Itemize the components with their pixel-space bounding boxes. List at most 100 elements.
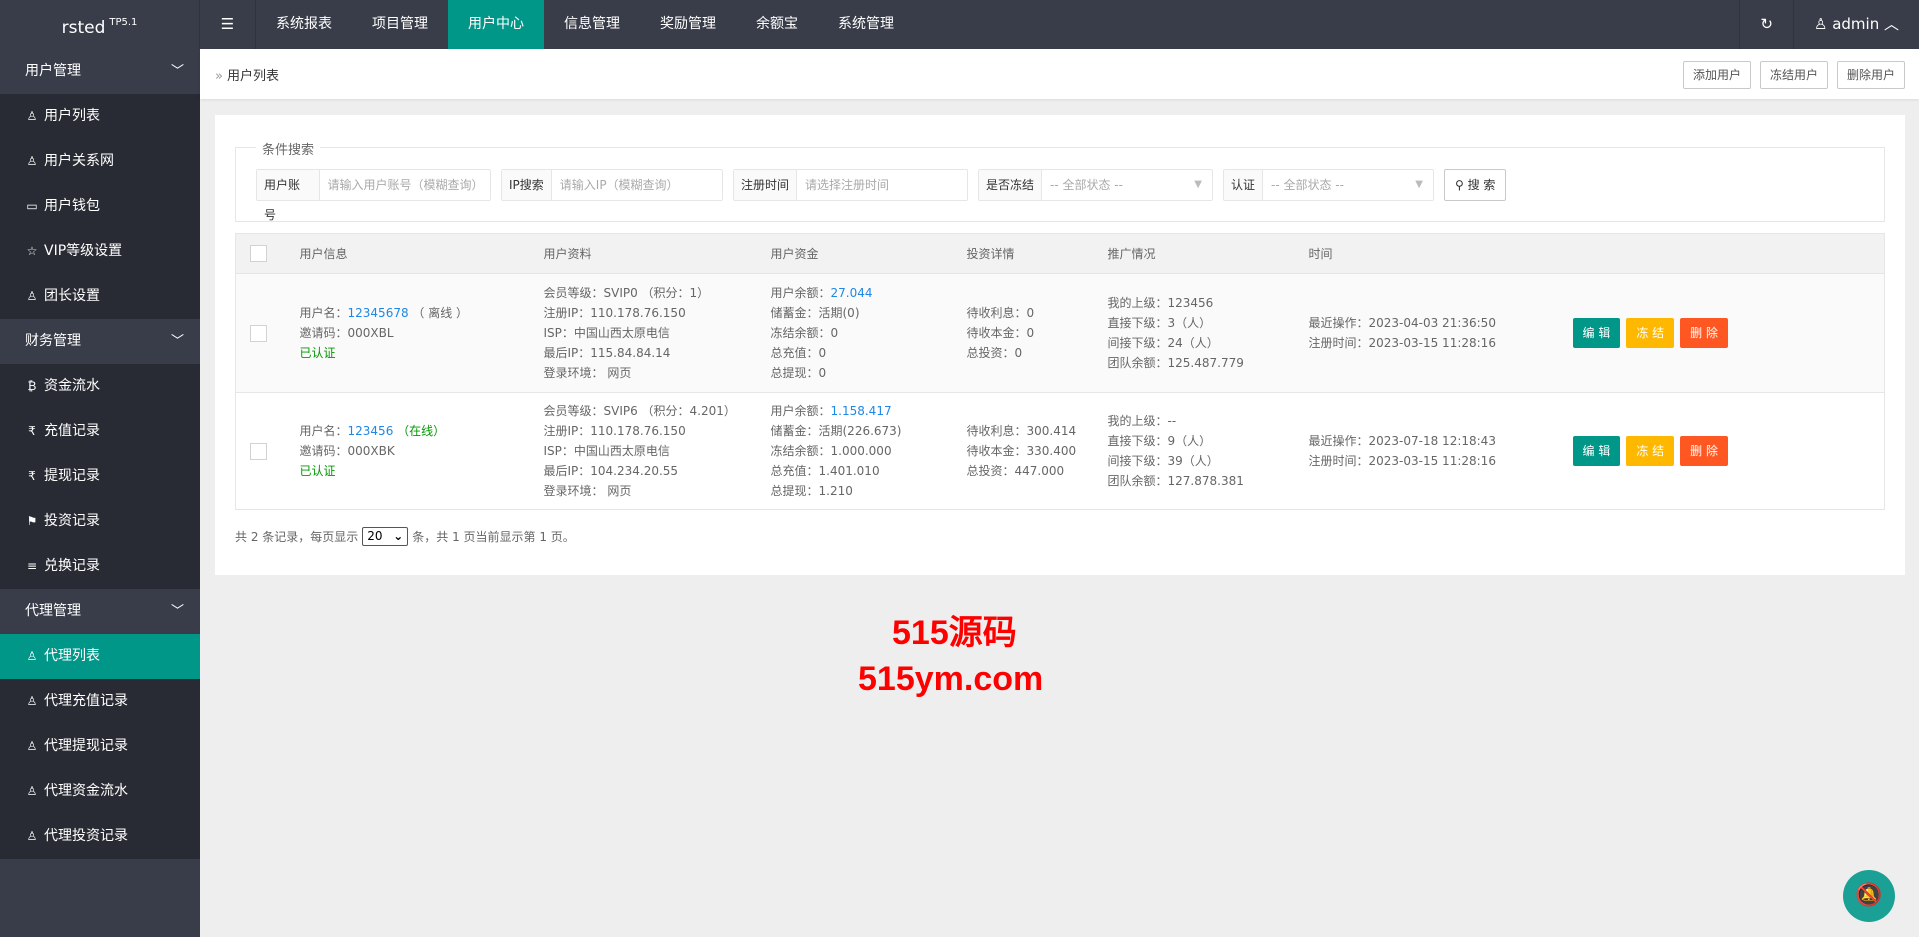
freeze-button[interactable]: 冻 结 bbox=[1626, 318, 1675, 348]
user-menu[interactable]: ♙ admin ︿ bbox=[1792, 0, 1919, 49]
balance-value[interactable]: 1.158.417 bbox=[830, 404, 892, 418]
cell-line: 注册IP：110.178.76.150 bbox=[543, 424, 686, 438]
cell-line: 我的上级：123456 bbox=[1107, 296, 1214, 310]
sidebar-item[interactable]: ♙ 代理提现记录 bbox=[0, 724, 200, 769]
edit-button[interactable]: 编 辑 bbox=[1572, 318, 1621, 348]
sidebar-item[interactable]: ₿ 资金流水 bbox=[0, 364, 200, 409]
username-link[interactable]: 12345678 bbox=[347, 306, 409, 320]
sidebar-item[interactable]: ⚑ 投资记录 bbox=[0, 499, 200, 544]
balance-label: 用户余额： bbox=[770, 286, 831, 300]
cell-line: 会员等级：SVIP0 （积分：1） bbox=[543, 286, 710, 300]
freeze-user-button[interactable]: 冻结用户 bbox=[1759, 61, 1828, 89]
column-header: 时间 bbox=[1308, 233, 1573, 274]
invite-code: 邀请码：000XBL bbox=[299, 326, 394, 340]
delete-button[interactable]: 删 除 bbox=[1680, 318, 1728, 348]
sidebar-item[interactable]: ₹ 提现记录 bbox=[0, 454, 200, 499]
column-header: 用户资料 bbox=[543, 233, 771, 274]
sidebar-item[interactable]: ♙ 代理投资记录 bbox=[0, 814, 200, 859]
freeze-button[interactable]: 冻 结 bbox=[1626, 436, 1675, 466]
sidebar-item-label: 投资记录 bbox=[44, 513, 100, 529]
sidebar-group-label: 代理管理 bbox=[25, 603, 81, 619]
frozen-value: -- 全部状态 -- bbox=[1050, 178, 1123, 192]
verified-badge: 已认证 bbox=[299, 464, 336, 478]
row-checkbox[interactable] bbox=[250, 442, 267, 460]
menu-toggle-icon[interactable]: ☰ bbox=[200, 0, 256, 49]
regtime-label: 注册时间 bbox=[734, 170, 798, 200]
sidebar-item-label: 代理资金流水 bbox=[44, 783, 128, 799]
cell-line: 储蓄金：活期(0) bbox=[770, 306, 860, 320]
balance-value[interactable]: 27.044 bbox=[830, 286, 873, 300]
cell-line: 总充值：1.401.010 bbox=[770, 464, 880, 478]
chevron-down-icon: ﹀ bbox=[170, 64, 184, 79]
select-all-checkbox[interactable] bbox=[250, 245, 267, 262]
bell-off-icon[interactable]: 🔕 bbox=[1843, 870, 1895, 922]
row-checkbox[interactable] bbox=[250, 324, 267, 342]
sidebar-item[interactable]: ♙ 代理列表 bbox=[0, 634, 200, 679]
cell-line: 团队余额：127.878.381 bbox=[1107, 474, 1244, 488]
verified-badge: 已认证 bbox=[299, 346, 336, 360]
nav-tab[interactable]: 用户中心 bbox=[448, 0, 544, 49]
page-size-select[interactable]: 20 ⌄ bbox=[362, 527, 409, 546]
nav-tab[interactable]: 余额宝 bbox=[756, 16, 798, 32]
top-header: rsted TP5.1 ☰ 系统报表 项目管理 用户中心 信息管理 奖励管理 余额宝 系统管理… bbox=[0, 0, 1919, 49]
delete-button[interactable]: 删 除 bbox=[1680, 436, 1728, 466]
add-user-button[interactable]: 添加用户 bbox=[1682, 61, 1751, 89]
regtime-input[interactable]: 请选择注册时间 bbox=[805, 178, 890, 192]
sidebar-item[interactable]: ♙ 用户列表 bbox=[0, 94, 200, 139]
watermark-2: 515ym.com bbox=[858, 660, 1044, 698]
user-icon: ♙ bbox=[26, 649, 38, 663]
rupee-icon: ₹ bbox=[28, 424, 36, 438]
chevron-down-icon: ﹀ bbox=[170, 604, 184, 619]
column-header: 用户信息 bbox=[299, 233, 544, 274]
nav-tab[interactable]: 信息管理 bbox=[564, 16, 620, 32]
cell-line: 直接下级：9（人） bbox=[1107, 434, 1212, 448]
sidebar-group[interactable]: 代理管理 ﹀ bbox=[0, 589, 200, 634]
top-nav: 系统报表 项目管理 用户中心 信息管理 奖励管理 余额宝 系统管理 bbox=[256, 0, 914, 49]
sidebar-item-label: 代理提现记录 bbox=[44, 738, 128, 754]
cell-line: 待收本金：330.400 bbox=[966, 444, 1077, 458]
user-icon: ♙ bbox=[26, 739, 38, 753]
cell-line: 注册IP：110.178.76.150 bbox=[543, 306, 686, 320]
logo: rsted TP5.1 bbox=[0, 0, 200, 49]
username-link[interactable]: 123456 bbox=[347, 424, 394, 438]
search-button[interactable]: ⚲ 搜 索 bbox=[1444, 169, 1507, 201]
sidebar-item[interactable]: ▭ 用户钱包 bbox=[0, 184, 200, 229]
account-input[interactable]: 请输入用户账号（模糊查询） bbox=[327, 178, 484, 192]
nav-tab[interactable]: 系统管理 bbox=[838, 16, 894, 32]
sidebar-item[interactable]: ♙ 代理充值记录 bbox=[0, 679, 200, 724]
sidebar-item[interactable]: ♙ 团长设置 bbox=[0, 274, 200, 319]
cell-line: ISP：中国山西太原电信 bbox=[543, 444, 670, 458]
sidebar-item-label: 代理充值记录 bbox=[44, 693, 128, 709]
nav-tab[interactable]: 项目管理 bbox=[372, 16, 428, 32]
ip-label: IP搜索 bbox=[502, 170, 552, 200]
ip-input[interactable]: 请输入IP（模糊查询） bbox=[559, 178, 679, 192]
table-row: 用户名：123456 （在线） 邀请码：000XBK 已认证 会员等级：SVIP6… bbox=[235, 392, 1885, 510]
sidebar-item[interactable]: ₹ 充值记录 bbox=[0, 409, 200, 454]
user-icon: ♙ bbox=[26, 694, 38, 708]
pagination: 共 2 条记录，每页显示 20 ⌄ 条，共 1 页当前显示第 1 页。 bbox=[235, 527, 575, 546]
cell-line: 冻结余额：1.000.000 bbox=[770, 444, 892, 458]
username: admin bbox=[1832, 15, 1880, 33]
frozen-select[interactable]: -- 全部状态 -- ▼ bbox=[1042, 170, 1212, 200]
account-label: 用户账号 bbox=[257, 170, 320, 222]
sidebar-item[interactable]: ♙ 代理资金流水 bbox=[0, 769, 200, 814]
table-row: 用户名：12345678 （ 离线 ） 邀请码：000XBL 已认证 会员等级：S… bbox=[235, 273, 1885, 393]
column-header: 用户资金 bbox=[770, 233, 967, 274]
sidebar-item[interactable]: ♙ 用户关系网 bbox=[0, 139, 200, 184]
sidebar-item[interactable]: ≡ 兑换记录 bbox=[0, 544, 200, 589]
cell-line: 总投资：0 bbox=[966, 346, 1023, 360]
cell-line: 注册时间：2023-03-15 11:28:16 bbox=[1308, 454, 1496, 468]
delete-user-button[interactable]: 删除用户 bbox=[1836, 61, 1905, 89]
watermark-1: 515源码 bbox=[892, 614, 1017, 652]
verify-select[interactable]: -- 全部状态 -- ▼ bbox=[1263, 170, 1433, 200]
sidebar-item[interactable]: ☆ VIP等级设置 bbox=[0, 229, 200, 274]
refresh-icon[interactable]: ↻ bbox=[1739, 0, 1793, 49]
search-fieldset: 条件搜索 用户账号 请输入用户账号（模糊查询） IP搜索 请输入IP（模糊查询） 注… bbox=[235, 139, 1885, 222]
nav-tab[interactable]: 奖励管理 bbox=[660, 16, 716, 32]
nav-tab[interactable]: 系统报表 bbox=[276, 16, 332, 32]
edit-button[interactable]: 编 辑 bbox=[1572, 436, 1621, 466]
cell-line: 会员等级：SVIP6 （积分：4.201） bbox=[543, 404, 736, 418]
sidebar-group[interactable]: 用户管理 ﹀ bbox=[0, 49, 200, 94]
sidebar-item-label: 团长设置 bbox=[44, 288, 100, 304]
sidebar-group[interactable]: 财务管理 ﹀ bbox=[0, 319, 200, 364]
